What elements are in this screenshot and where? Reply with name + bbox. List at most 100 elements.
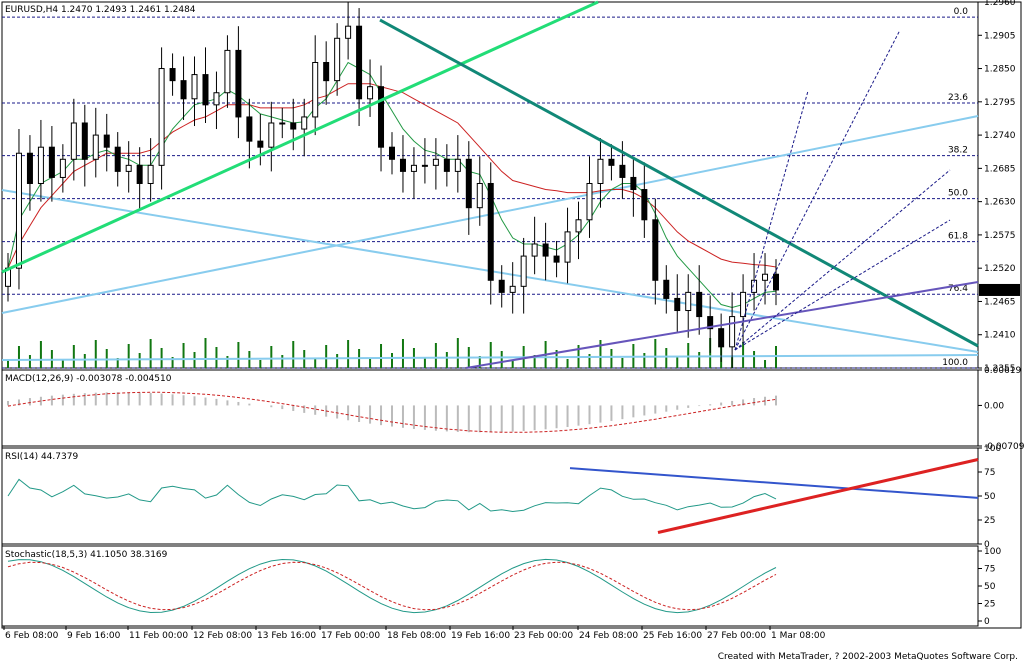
fib-fan-line (734, 29, 901, 351)
candle-up (740, 291, 747, 318)
macd-ytick-label: -0.00709 (984, 442, 1024, 452)
price-ytick-label: 1.2905 (984, 31, 1016, 41)
candle-up (345, 25, 352, 39)
candle-down (180, 80, 187, 100)
candle-down (465, 158, 472, 209)
candle-up (421, 164, 428, 167)
candle-down (674, 297, 681, 312)
candle-down (696, 291, 703, 318)
macd-header: MACD(12,26,9) -0.003078 -0.004510 (5, 374, 172, 384)
candle-up (301, 116, 308, 130)
candle-down (487, 182, 494, 281)
stoch-k-line (7, 558, 777, 614)
trendline-down-teal (379, 18, 979, 348)
candle-down (652, 219, 659, 281)
candle-down (290, 122, 297, 130)
fib-level-label: 76.4 (948, 284, 968, 294)
rsi-ytick-label: 50 (984, 492, 996, 502)
trendline-up-green (1, 0, 599, 274)
footer-credit: Created with MetaTrader, ? 2002-2003 Met… (717, 652, 1018, 662)
stoch-ytick-label: 75 (984, 565, 995, 575)
price-ytick-label: 1.2520 (984, 264, 1016, 274)
candle-up (59, 158, 66, 178)
macd-ytick-label: 0.00619 (984, 366, 1021, 376)
candle-down (443, 158, 450, 172)
candle-down (707, 316, 714, 330)
candle-up (158, 68, 165, 166)
ma-fast-line (7, 61, 777, 309)
x-tick-label: 11 Feb 00:00 (129, 631, 188, 641)
price-ytick-label: 1.2795 (984, 98, 1016, 108)
fib-level-label: 38.2 (948, 146, 968, 156)
candle-up (213, 92, 220, 106)
candle-up (92, 134, 99, 160)
x-tick-label: 9 Feb 16:00 (67, 631, 121, 641)
candle-up (531, 243, 538, 257)
fib-fan-line (734, 219, 951, 351)
candle-up (597, 158, 604, 184)
x-tick-label: 13 Feb 16:00 (257, 631, 316, 641)
fib-level-label: 23.6 (948, 93, 968, 103)
candle-up (751, 279, 758, 293)
pane-frame-3 (1, 545, 979, 627)
candle-up (586, 182, 593, 221)
macd-ytick-label: 0.00 (984, 401, 1004, 411)
price-ytick-label: 1.2960 (984, 0, 1016, 8)
price-ytick-label: 1.2575 (984, 231, 1016, 241)
candle-down (378, 86, 385, 148)
candle-down (773, 273, 779, 291)
candle-up (367, 86, 374, 100)
candle-down (630, 176, 637, 191)
candle-up (762, 273, 769, 281)
macd-signal-line (7, 391, 777, 433)
candle-up (476, 182, 483, 209)
candle-down (235, 49, 242, 118)
rsi-ytick-label: 0 (984, 540, 990, 550)
candle-down (202, 74, 209, 106)
candle-down (136, 164, 143, 184)
candle-up (520, 255, 527, 287)
price-ytick-label: 1.2740 (984, 131, 1016, 141)
candle-up (454, 158, 461, 172)
candle-down (542, 243, 549, 257)
price-ytick-label: 1.2850 (984, 65, 1016, 75)
chart-border (1, 1, 1022, 629)
candle-down (103, 134, 110, 148)
ma-slow-line (7, 83, 777, 269)
price-ytick-label: 1.2410 (984, 331, 1016, 341)
candle-down (169, 68, 176, 82)
stoch-ytick-label: 25 (984, 600, 995, 610)
fib-level-label: 0.0 (954, 7, 969, 17)
rsi-trendline-blue (569, 467, 979, 499)
price-header: EURUSD,H4 1.2470 1.2493 1.2461 1.2484 (5, 5, 196, 15)
stoch-header: Stochastic(18,5,3) 41.1050 38.3169 (5, 550, 168, 560)
candle-up (410, 164, 417, 172)
candle-up (312, 61, 319, 118)
x-tick-label: 12 Feb 08:00 (193, 631, 252, 641)
candle-down (26, 152, 33, 184)
rsi-ytick-label: 75 (984, 468, 995, 478)
trendline-purple (465, 281, 979, 369)
current-price-label: 1.2484 (982, 286, 1014, 296)
candle-down (641, 189, 648, 221)
candle-down (553, 255, 560, 263)
stoch-ytick-label: 50 (984, 582, 996, 592)
candle-down (619, 164, 626, 178)
fib-level-label: 100.0 (942, 358, 968, 368)
candle-up (685, 291, 692, 312)
candle-up (729, 316, 736, 348)
fib-level-label: 50.0 (948, 189, 968, 199)
candle-up (575, 219, 582, 233)
candle-down (323, 61, 330, 82)
candle-up (564, 231, 571, 263)
x-tick-label: 19 Feb 16:00 (451, 631, 510, 641)
stoch-d-line (7, 561, 777, 611)
rsi-header: RSI(14) 44.7379 (5, 452, 78, 462)
current-price-box (979, 283, 1020, 296)
fib-level-label: 61.8 (948, 232, 968, 242)
candle-down (718, 328, 725, 348)
candle-up (147, 164, 154, 184)
x-tick-label: 1 Mar 08:00 (771, 631, 826, 641)
price-ytick-label: 1.2465 (984, 297, 1016, 307)
